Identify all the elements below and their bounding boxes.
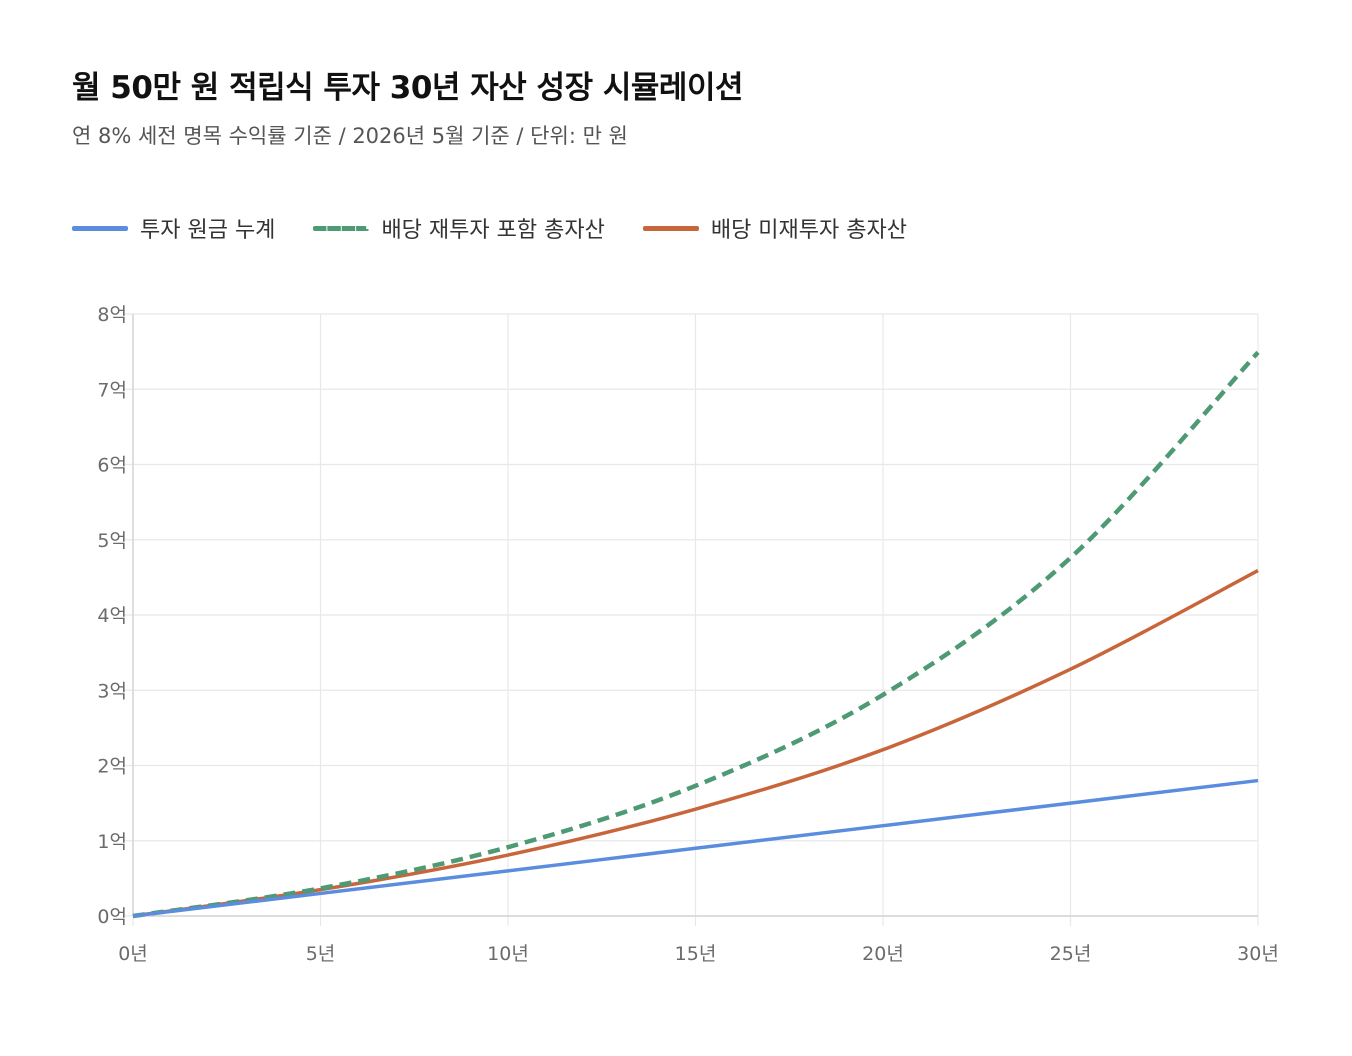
x-tick-label: 0년 [118, 943, 148, 965]
y-tick-label: 3억 [97, 680, 127, 702]
y-tick-label: 1억 [97, 831, 127, 853]
legend-item-reinvest[interactable]: 배당 재투자 포함 총자산 [313, 212, 605, 244]
x-tick-label: 25년 [1050, 943, 1092, 965]
y-tick-label: 5억 [97, 530, 127, 552]
series-line-principal [132, 778, 1259, 918]
chart-subtitle: 연 8% 세전 명목 수익률 기준 / 2026년 5월 기준 / 단위: 만 … [72, 124, 628, 148]
series-line-no-reinvest [132, 569, 1259, 918]
y-tick-label: 8억 [97, 304, 127, 326]
x-tick-label: 15년 [675, 943, 717, 965]
legend-swatch-principal [72, 225, 128, 231]
y-tick-label: 4억 [97, 605, 127, 627]
legend: 투자 원금 누계 배당 재투자 포함 총자산 배당 미재투자 총자산 [72, 212, 945, 244]
y-tick-label: 2억 [97, 756, 127, 778]
x-tick-label: 20년 [862, 943, 904, 965]
legend-swatch-reinvest [313, 225, 370, 231]
y-tick-label: 6억 [97, 455, 127, 477]
legend-label-no-reinvest: 배당 미재투자 총자산 [710, 218, 907, 243]
y-tick-label: 0억 [97, 906, 127, 928]
x-tick-label: 5년 [306, 943, 336, 965]
legend-swatch-no-reinvest [642, 225, 699, 231]
legend-item-principal[interactable]: 투자 원금 누계 [72, 212, 275, 244]
legend-item-no-reinvest[interactable]: 배당 미재투자 총자산 [642, 212, 907, 244]
series-line-reinvest [132, 350, 1260, 919]
y-tick-label: 7억 [97, 379, 127, 401]
x-tick-label: 30년 [1237, 943, 1279, 965]
legend-label-reinvest: 배당 재투자 포함 총자산 [381, 218, 605, 243]
x-tick-label: 10년 [487, 943, 529, 965]
chart-title: 월 50만 원 적립식 투자 30년 자산 성장 시뮬레이션 [72, 70, 743, 106]
legend-label-principal: 투자 원금 누계 [140, 218, 276, 243]
